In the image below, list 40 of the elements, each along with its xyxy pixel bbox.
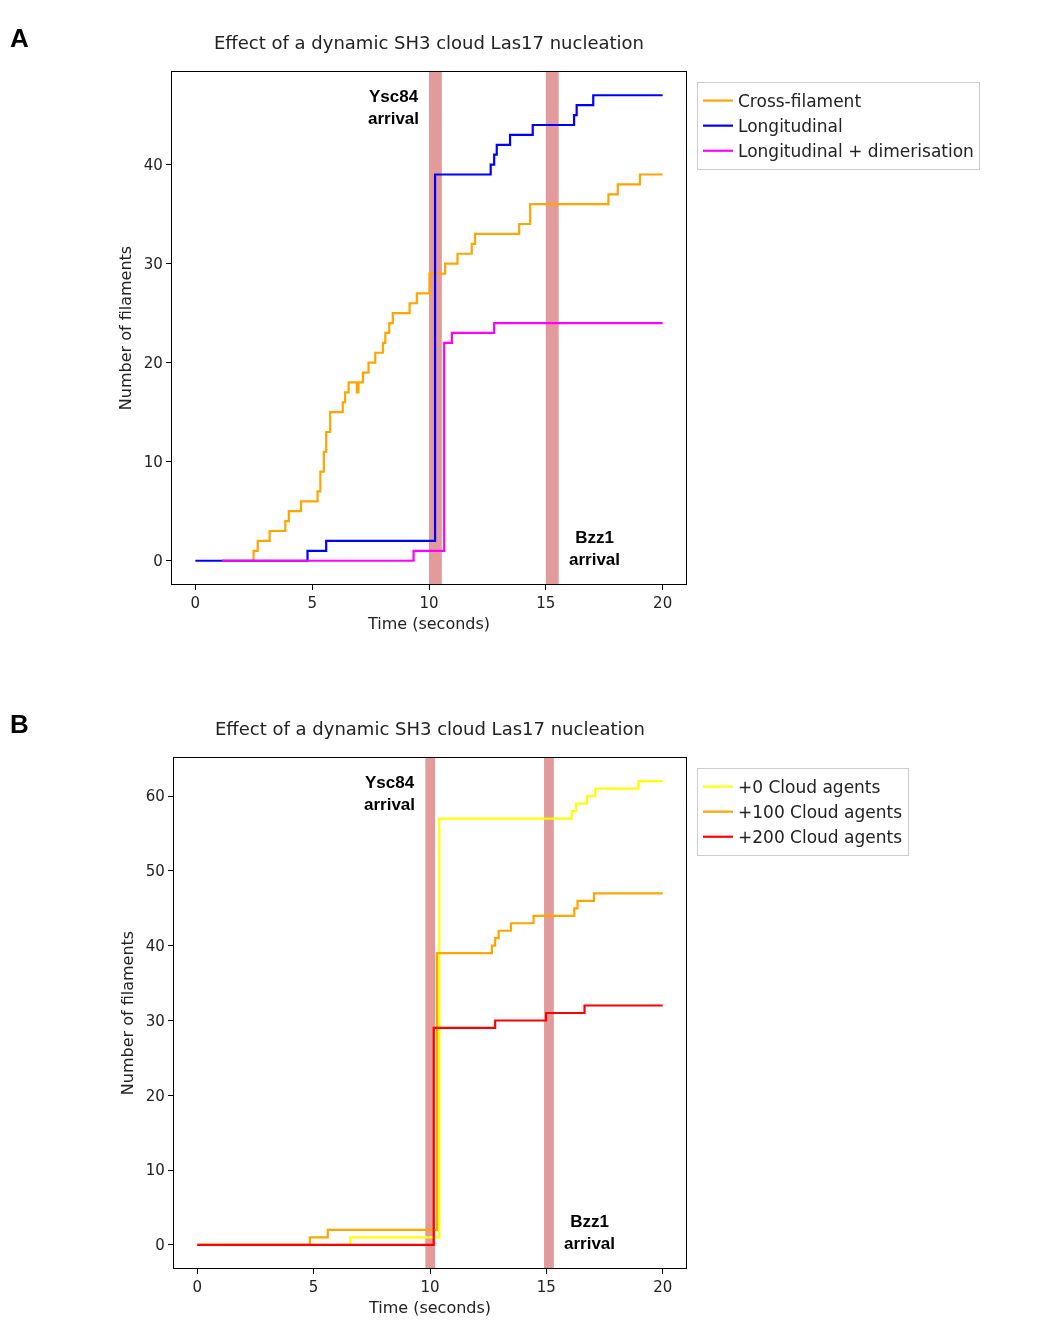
text: A: [10, 23, 29, 53]
legend-label: +0 Cloud agents: [738, 777, 881, 798]
x-tick-label: 15: [536, 594, 556, 613]
legend-label: +200 Cloud agents: [738, 827, 903, 848]
x-tick-label: 20: [653, 1278, 673, 1297]
y-tick-label: 20: [143, 353, 163, 372]
y-tick-label: 40: [143, 155, 163, 174]
legend-label: +100 Cloud agents: [738, 802, 903, 823]
y-tick-label: 10: [145, 1161, 165, 1180]
x-axis-title: Time (seconds): [366, 613, 491, 633]
y-tick-label: 60: [145, 787, 165, 806]
x-tick-label: 0: [192, 1278, 203, 1297]
chart-title: Effect of a dynamic SH3 cloud Las17 nucleation: [215, 718, 645, 739]
band-label: Bzz1 arrival: [564, 1212, 616, 1254]
x-tick-label: 5: [308, 1278, 319, 1297]
y-tick-label: 30: [145, 1011, 165, 1030]
band-label: Ysc84 arrival: [368, 87, 420, 129]
band-label: Bzz1 arrival: [569, 528, 621, 570]
x-tick-label: 15: [536, 1278, 556, 1297]
y-tick-label: 10: [143, 452, 163, 471]
x-tick-label: 0: [190, 594, 201, 613]
y-tick-label: 30: [143, 254, 163, 273]
x-tick-label: 20: [653, 594, 673, 613]
text: B: [10, 709, 29, 739]
chart-title: Effect of a dynamic SH3 cloud Las17 nucleation: [214, 32, 644, 53]
band-label: Ysc84 arrival: [364, 773, 416, 815]
y-tick-label: 0: [155, 1236, 165, 1255]
legend-label: Longitudinal + dimerisation: [738, 141, 974, 162]
x-tick-label: 10: [420, 1278, 440, 1297]
x-axis-title: Time (seconds): [367, 1297, 492, 1317]
x-tick-label: 5: [307, 594, 317, 613]
legend-label: Cross-filament: [738, 91, 862, 112]
y-tick-label: 40: [145, 936, 165, 955]
y-tick-label: 0: [153, 551, 163, 570]
y-tick-label: 50: [145, 862, 165, 881]
x-tick-label: 10: [419, 594, 439, 613]
y-axis-title: Number of filaments: [115, 245, 135, 411]
y-axis-title: Number of filaments: [117, 930, 137, 1096]
legend-label: Longitudinal: [738, 116, 843, 137]
y-tick-label: 20: [145, 1086, 165, 1105]
